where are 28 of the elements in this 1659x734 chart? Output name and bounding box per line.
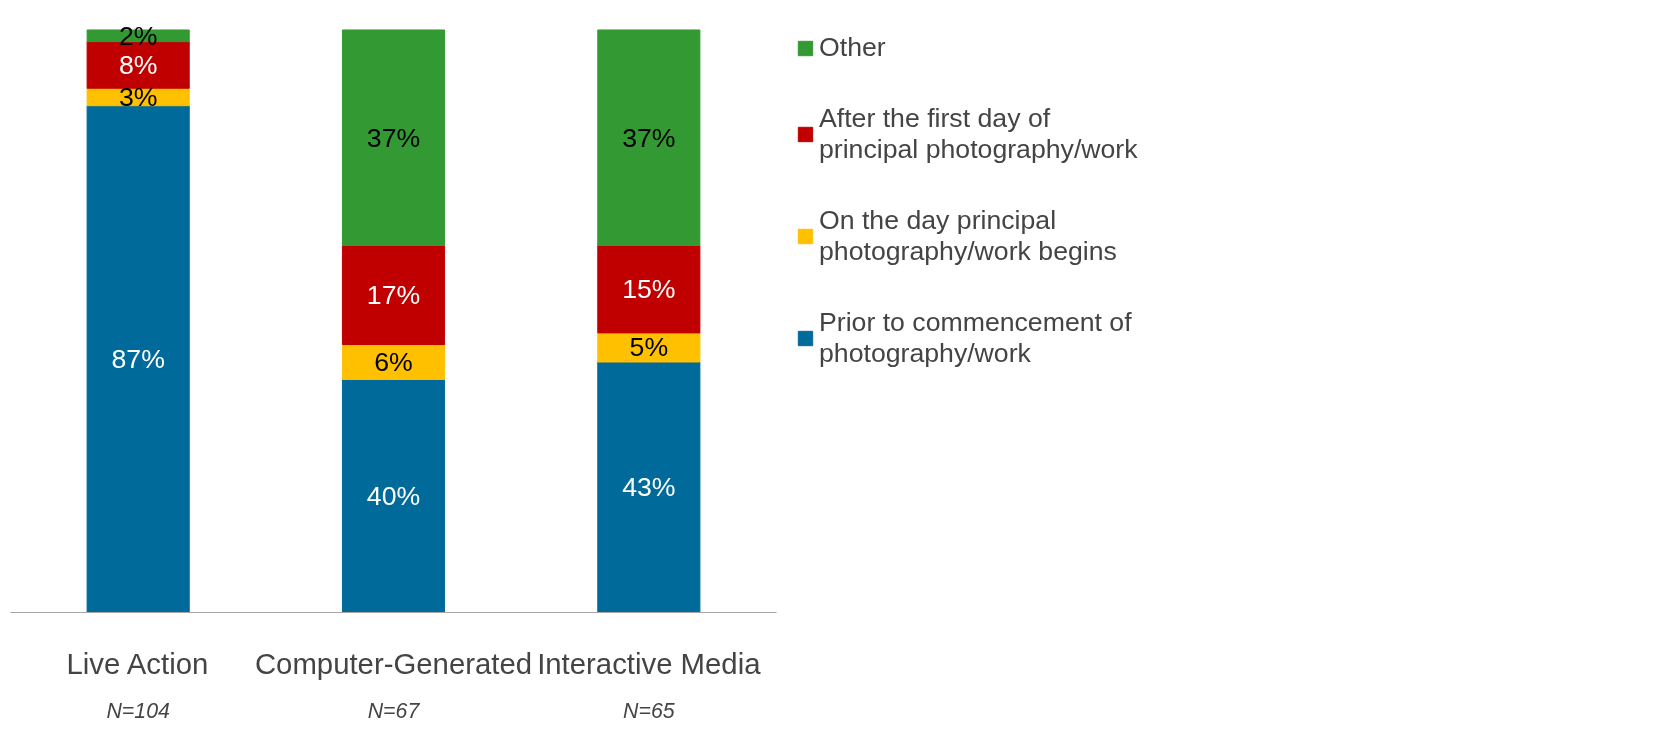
- legend-label: Other: [819, 32, 886, 63]
- data-label: 6%: [374, 347, 413, 378]
- bar: [341, 29, 446, 247]
- x-tick-label: Live Action: [66, 646, 209, 680]
- text: N=67: [367, 698, 421, 723]
- data-label: 40%: [366, 481, 421, 511]
- bar: [341, 378, 446, 613]
- bar: [597, 361, 701, 613]
- data-label: 37%: [622, 122, 676, 153]
- data-label: 3%: [118, 81, 158, 112]
- legend-label: Prior to commencement of photography/work: [819, 307, 1132, 369]
- x-tick-label: Computer-Generated: [254, 646, 533, 680]
- data-label: 8%: [118, 49, 158, 80]
- data-label: 37%: [366, 122, 421, 153]
- data-label: 87%: [111, 344, 165, 375]
- bar: [597, 245, 701, 334]
- bar: [341, 245, 446, 346]
- data-label: 15%: [622, 274, 676, 305]
- text: N=104: [106, 698, 171, 723]
- data-label: 17%: [366, 280, 421, 311]
- legend-label: On the day principal photography/work begins: [819, 205, 1117, 267]
- legend-label: After the first day of principal photography/work: [819, 103, 1138, 165]
- bar: [597, 29, 701, 247]
- data-label: 43%: [622, 472, 676, 503]
- text: N=65: [623, 698, 675, 723]
- bar: [86, 105, 190, 613]
- data-label: 5%: [629, 332, 669, 363]
- x-tick-label: Interactive Media: [537, 646, 762, 680]
